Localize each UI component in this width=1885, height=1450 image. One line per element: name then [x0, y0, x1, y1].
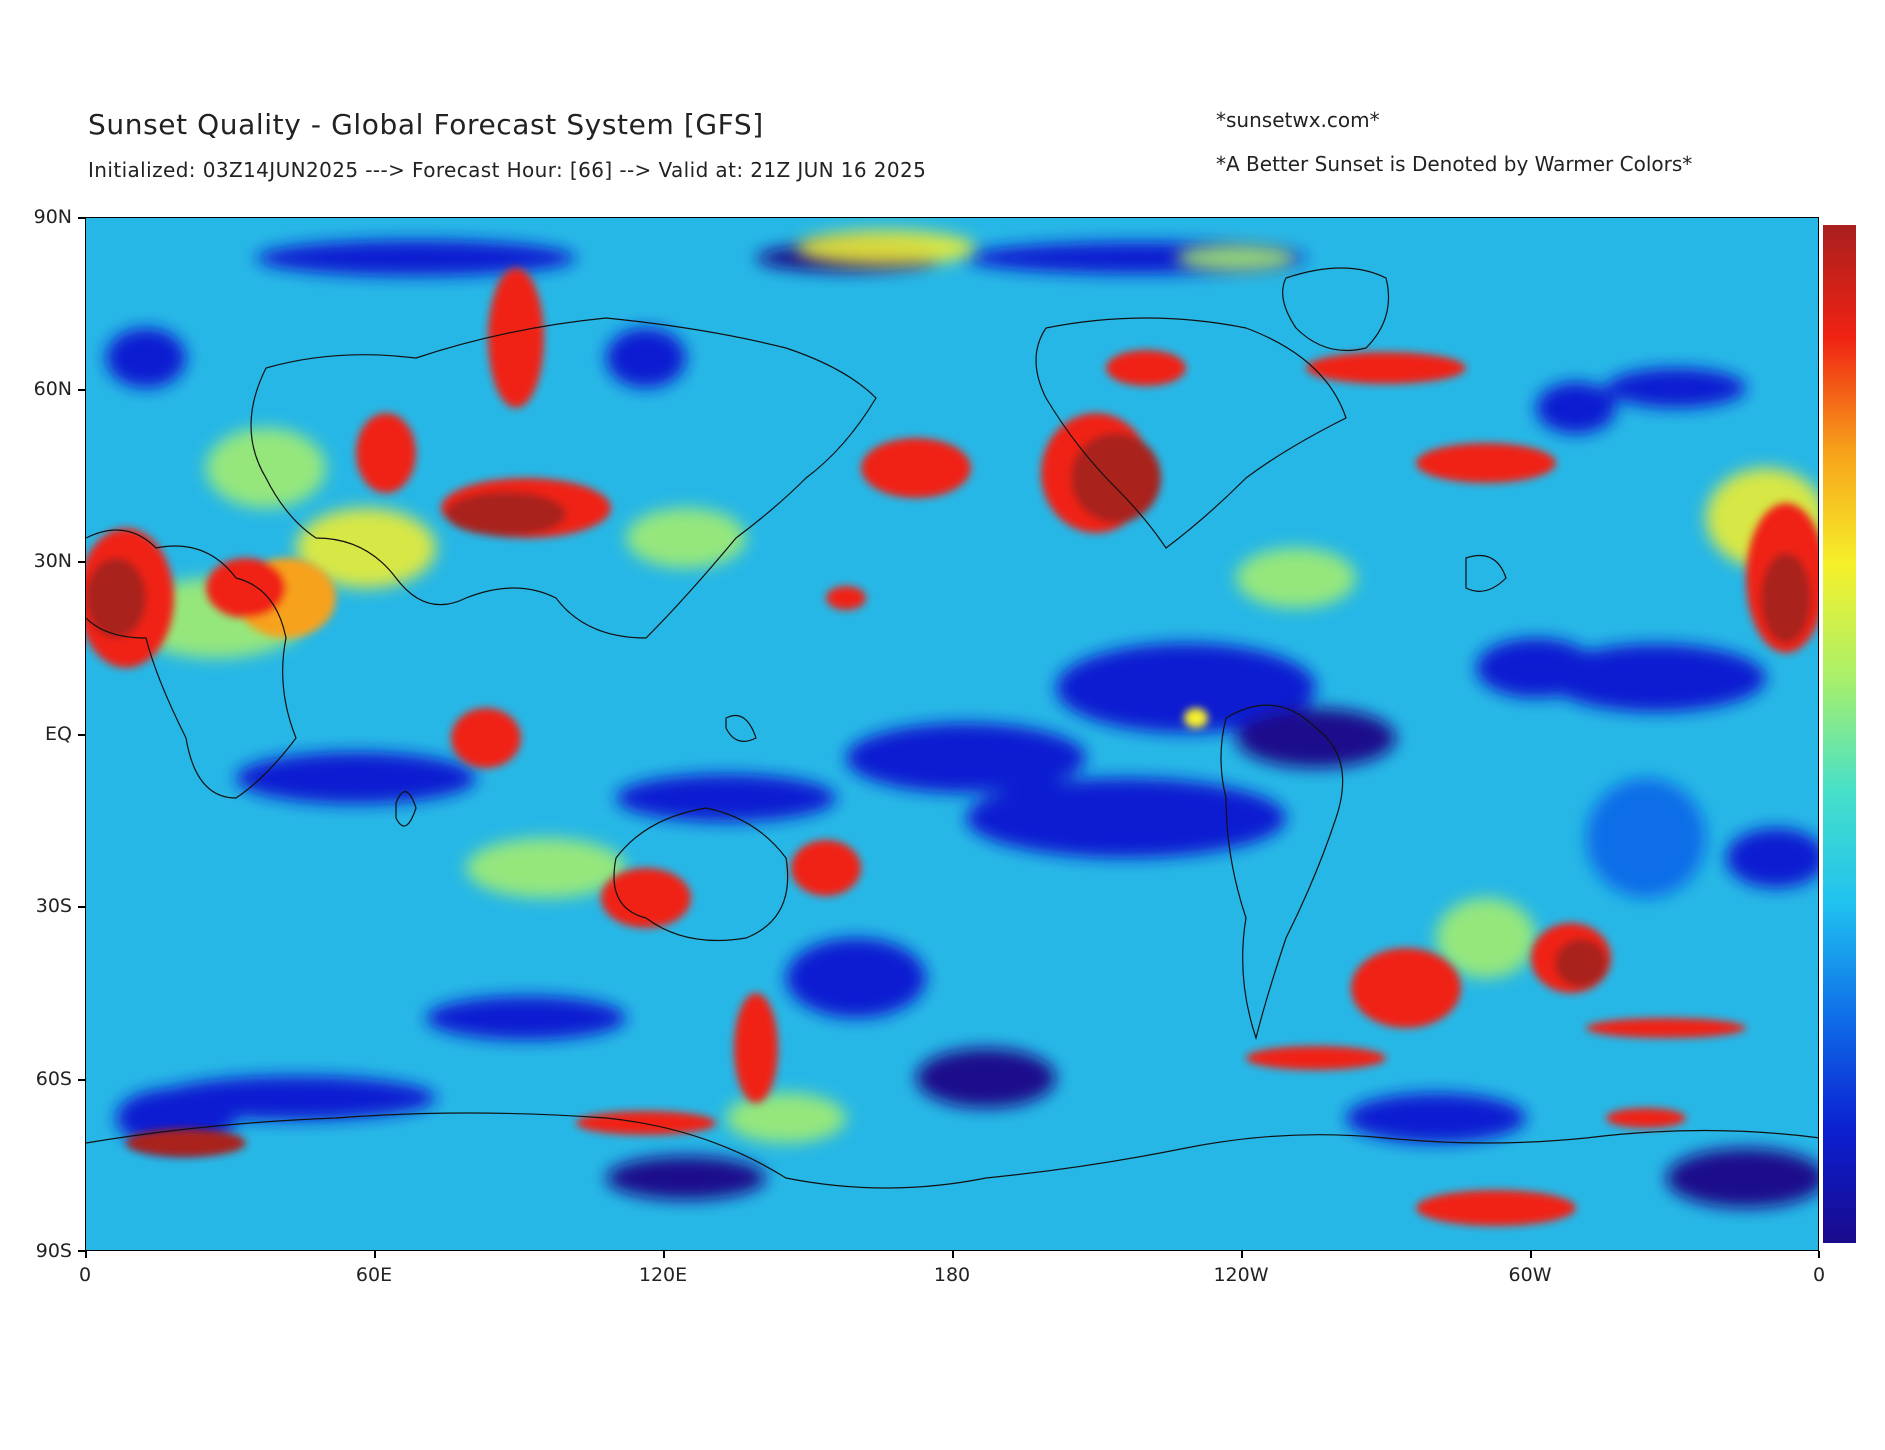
- lon-tick-label: 60E: [355, 1264, 393, 1286]
- lat-tick-label: 30S: [35, 895, 72, 917]
- lon-tick-mark: [1241, 1251, 1243, 1258]
- lon-tick-mark: [1530, 1251, 1532, 1258]
- lat-tick-label: 30N: [33, 550, 72, 572]
- lon-tick-mark: [374, 1251, 376, 1258]
- lon-tick-label: 60W: [1508, 1264, 1552, 1286]
- lon-tick-label: 120E: [638, 1264, 688, 1286]
- lat-tick-label: 90S: [35, 1240, 72, 1262]
- lat-tick-mark: [78, 1079, 85, 1081]
- lat-tick-mark: [78, 734, 85, 736]
- lat-tick-mark: [78, 389, 85, 391]
- lon-tick-label: 0: [1812, 1264, 1826, 1286]
- lat-tick-mark: [78, 561, 85, 563]
- island-coastline: [725, 714, 757, 742]
- lat-tick-mark: [78, 217, 85, 219]
- site-credit: *sunsetwx.com*: [1216, 108, 1380, 132]
- coastlines: [86, 267, 1818, 1189]
- lon-tick-mark: [663, 1251, 665, 1258]
- lat-tick-label: 60S: [35, 1068, 72, 1090]
- lon-tick-label: 0: [78, 1264, 92, 1286]
- africa-coastline: [86, 529, 297, 799]
- map-frame: [85, 217, 1819, 1251]
- map-canvas: [86, 218, 1818, 1250]
- island-coastline: [1465, 554, 1507, 592]
- lon-tick-mark: [1818, 1251, 1820, 1258]
- forecast-init-line: Initialized: 03Z14JUN2025 ---> Forecast …: [88, 158, 927, 182]
- high-quality-field: [86, 268, 1818, 1226]
- lon-tick-mark: [952, 1251, 954, 1258]
- lon-tick-mark: [85, 1251, 87, 1258]
- lon-tick-label: 120W: [1213, 1264, 1269, 1286]
- low-quality-field: [106, 240, 1818, 1208]
- island-coastline: [395, 791, 417, 827]
- antarctica-coastline: [86, 1112, 1818, 1189]
- lat-tick-label: 60N: [33, 378, 72, 400]
- lat-tick-label: EQ: [45, 723, 72, 745]
- eurasia-coastline: [250, 317, 877, 639]
- north-america-coastline: [1035, 317, 1347, 549]
- south-america-coastline: [1220, 704, 1344, 1041]
- map-title: Sunset Quality - Global Forecast System …: [88, 108, 764, 141]
- greenland-coastline: [1282, 267, 1390, 352]
- lat-tick-label: 90N: [33, 206, 72, 228]
- lat-tick-mark: [78, 1250, 85, 1252]
- lat-tick-mark: [78, 906, 85, 908]
- lon-tick-label: 180: [933, 1264, 971, 1286]
- australia-coastline: [613, 807, 789, 942]
- color-tagline: *A Better Sunset is Denoted by Warmer Co…: [1216, 152, 1693, 176]
- colorbar: [1823, 225, 1856, 1243]
